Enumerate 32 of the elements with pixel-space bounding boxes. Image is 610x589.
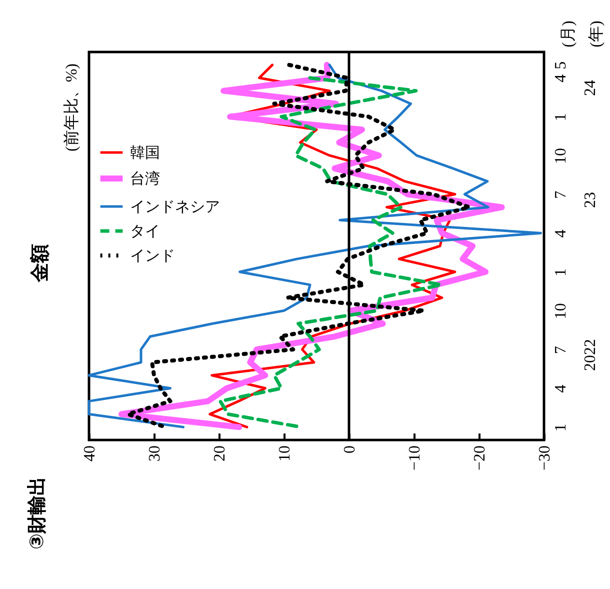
legend-label: インドネシア bbox=[130, 200, 220, 216]
y-tick-label: 1 bbox=[552, 268, 570, 276]
x-tick-label: −10 bbox=[406, 446, 424, 471]
text: ③財輸出 bbox=[26, 476, 48, 550]
text: 2022 bbox=[582, 339, 599, 371]
y-tick-label: 7 bbox=[552, 190, 570, 199]
text: 23 bbox=[582, 192, 599, 208]
legend-label: 韓国 bbox=[130, 144, 160, 162]
x-tick-label: 20 bbox=[212, 446, 228, 462]
x-tick-label: 40 bbox=[82, 446, 98, 462]
legend-label: インド bbox=[130, 248, 175, 264]
text: 24 bbox=[582, 80, 599, 96]
legend-label: タイ bbox=[130, 224, 160, 240]
legend-label: 台湾 bbox=[130, 170, 160, 188]
y-tick-label: 10 bbox=[552, 303, 570, 320]
y-tick-label: 4 bbox=[552, 384, 570, 393]
text: (月) bbox=[560, 20, 577, 48]
x-tick-label: 10 bbox=[276, 446, 294, 462]
x-tick-label: 0 bbox=[342, 446, 358, 454]
x-tick-label: 30 bbox=[146, 446, 164, 462]
y-tick-label: 10 bbox=[552, 148, 570, 164]
y-tick-label: 4 bbox=[552, 230, 570, 238]
x-tick-label: −30 bbox=[536, 446, 554, 471]
y-tick-label: 1 bbox=[552, 113, 570, 122]
y-axis-title: (前年比、%) bbox=[62, 64, 80, 152]
y-tick-label: 7 bbox=[552, 346, 570, 354]
text: (年) bbox=[588, 20, 605, 48]
y-tick-label: 4 bbox=[552, 74, 570, 82]
text: 金額 bbox=[29, 244, 51, 283]
y-tick-label: 1 bbox=[552, 424, 570, 432]
x-tick-label: −20 bbox=[472, 446, 488, 471]
y-tick-label: 5 bbox=[552, 61, 570, 70]
